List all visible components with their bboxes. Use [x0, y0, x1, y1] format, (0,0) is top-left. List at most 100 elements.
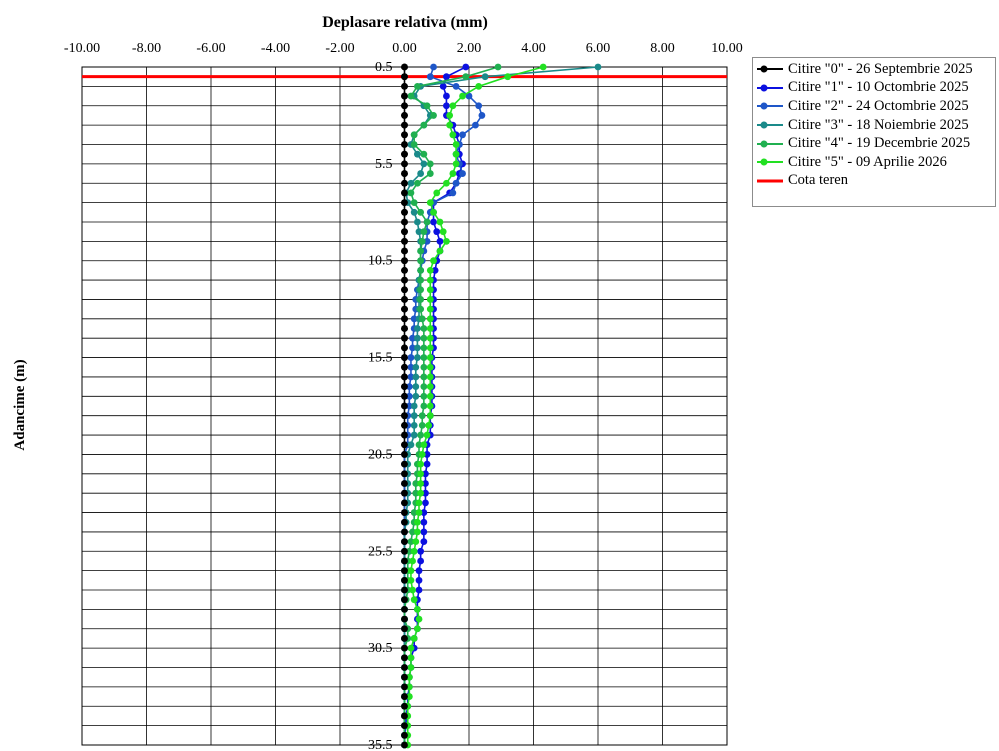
data-point — [401, 431, 408, 439]
data-point — [410, 431, 418, 439]
x-tick-label: 8.00 — [650, 41, 675, 56]
data-point — [401, 528, 408, 536]
y-tick-label: 15.5 — [368, 351, 393, 366]
data-point — [417, 431, 425, 439]
legend-label: Citire "0" - 26 Septembrie 2025 — [788, 60, 973, 77]
data-point — [401, 567, 408, 575]
data-point — [426, 267, 434, 274]
data-point — [407, 644, 415, 652]
data-point — [401, 596, 408, 604]
data-point — [415, 509, 423, 516]
data-point — [420, 160, 428, 168]
x-axis-tick-labels: -10.00 -8.00 -6.00 -4.00 -2.00 0.00 2.00 4.00 6.… — [64, 41, 743, 56]
data-point — [431, 267, 439, 274]
data-point — [425, 421, 433, 429]
data-point — [417, 208, 425, 216]
data-point — [452, 82, 460, 90]
data-point — [410, 635, 418, 642]
data-point — [430, 63, 437, 71]
y-tick-label: 35.5 — [368, 738, 393, 751]
data-point — [414, 354, 421, 361]
data-point — [414, 325, 421, 332]
data-point — [415, 586, 423, 594]
legend-item: Citire "4" - 19 Decembrie 2025 — [755, 134, 995, 153]
data-point — [401, 392, 408, 400]
data-point — [423, 218, 431, 226]
data-point — [401, 412, 408, 420]
data-point — [401, 334, 408, 342]
data-point — [449, 189, 457, 197]
data-point — [417, 557, 425, 565]
data-point — [407, 576, 415, 584]
data-point — [410, 131, 418, 139]
data-point — [449, 170, 457, 177]
data-point — [401, 218, 408, 226]
data-point — [407, 363, 415, 371]
data-point — [412, 489, 420, 497]
data-point — [401, 451, 408, 458]
data-point — [420, 528, 428, 536]
data-point — [401, 489, 408, 497]
y-tick-label: 25.5 — [368, 544, 393, 559]
data-point — [539, 63, 547, 71]
data-point — [414, 218, 421, 226]
data-point — [401, 712, 408, 720]
data-point — [410, 412, 418, 420]
x-tick-label: -10.00 — [64, 41, 100, 56]
data-point — [443, 92, 450, 100]
data-point — [405, 683, 413, 691]
data-point — [401, 363, 408, 371]
data-point — [407, 92, 415, 100]
data-point — [446, 121, 454, 129]
data-point — [420, 518, 428, 526]
data-point — [415, 576, 423, 584]
legend-swatch — [757, 158, 783, 166]
data-point — [417, 170, 425, 177]
data-point — [420, 334, 428, 342]
data-point — [426, 286, 434, 294]
legend-label: Citire "5" - 09 Aprilie 2026 — [788, 153, 947, 170]
data-point — [401, 722, 408, 730]
y-tick-label: 10.5 — [368, 254, 393, 269]
data-point — [443, 73, 450, 81]
data-point — [417, 470, 425, 478]
data-point — [417, 296, 425, 303]
data-point — [405, 402, 413, 410]
data-point — [417, 547, 425, 555]
data-point — [401, 63, 408, 71]
data-point — [401, 131, 408, 139]
data-point — [410, 208, 418, 216]
data-point — [417, 460, 425, 468]
legend-swatch — [757, 102, 783, 110]
data-point — [401, 470, 408, 478]
data-point — [426, 412, 434, 420]
data-point — [433, 189, 441, 197]
data-point — [412, 373, 420, 381]
legend-swatch — [757, 179, 783, 183]
data-point — [401, 267, 408, 274]
data-point — [401, 112, 408, 119]
data-point — [412, 383, 420, 391]
data-point — [412, 392, 420, 400]
data-point — [401, 606, 408, 613]
data-point — [439, 82, 447, 90]
data-point — [414, 518, 421, 526]
y-tick-label: 0.5 — [375, 60, 393, 75]
data-point — [459, 131, 466, 139]
data-point — [410, 141, 418, 148]
data-point — [436, 218, 444, 226]
data-point — [401, 576, 408, 584]
data-point — [472, 121, 479, 129]
data-point — [415, 441, 423, 449]
data-point — [410, 547, 418, 555]
data-point — [422, 499, 429, 507]
data-point — [414, 606, 421, 613]
data-point — [401, 344, 408, 352]
data-point — [426, 334, 434, 342]
data-point — [401, 499, 408, 507]
data-point — [407, 538, 415, 545]
legend-label: Citire "1" - 10 Octombrie 2025 — [788, 79, 969, 96]
data-point — [426, 199, 434, 207]
data-point — [401, 741, 408, 749]
data-point — [420, 373, 428, 381]
